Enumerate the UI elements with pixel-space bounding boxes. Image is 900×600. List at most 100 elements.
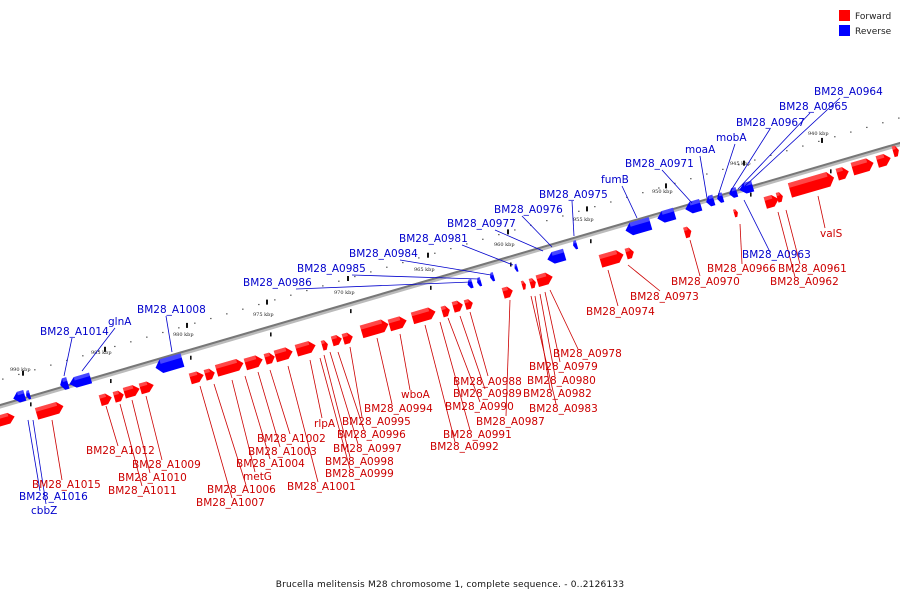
gene-label[interactable]: rlpA [314, 418, 336, 430]
gene-label[interactable]: BM28_A0965 [779, 101, 848, 113]
gene-arrow[interactable] [656, 207, 677, 225]
gene-label[interactable]: BM28_A0985 [297, 263, 366, 275]
gene-label[interactable]: BM28_A1015 [32, 479, 101, 491]
gene-arrow[interactable] [34, 400, 65, 420]
gene-label[interactable]: BM28_A0962 [770, 276, 839, 288]
gene-arrow[interactable] [0, 411, 16, 427]
gene-arrow[interactable] [294, 339, 318, 357]
gene-label[interactable]: BM28_A1012 [86, 445, 155, 457]
gene-label[interactable]: moaA [685, 144, 716, 156]
gene-label[interactable]: BM28_A0995 [342, 416, 411, 428]
gene-label[interactable]: BM28_A0980 [527, 375, 596, 387]
gene-label[interactable]: BM28_A0992 [430, 441, 499, 453]
gene-arrow[interactable] [122, 383, 141, 399]
gene-label[interactable]: BM28_A0967 [736, 117, 805, 129]
gene-arrow[interactable] [273, 346, 295, 363]
gene-arrow[interactable] [12, 390, 27, 404]
gene-arrow[interactable] [359, 318, 391, 339]
gene-arrow[interactable] [875, 152, 893, 168]
gene-arrow[interactable] [112, 389, 126, 403]
gene-arrow[interactable] [243, 354, 265, 371]
gene-arrow[interactable] [214, 357, 245, 377]
gene-arrow[interactable] [68, 372, 93, 390]
gene-label[interactable]: BM28_A0970 [671, 276, 740, 288]
gene-arrow[interactable] [520, 280, 527, 290]
gene-label[interactable]: BM28_A0963 [742, 249, 811, 261]
gene-arrow[interactable] [738, 180, 755, 195]
gene-label[interactable]: BM28_A0964 [814, 86, 883, 98]
gene-arrow[interactable] [683, 226, 693, 239]
gene-arrow[interactable] [451, 299, 465, 313]
gene-arrow[interactable] [203, 367, 217, 381]
gene-label[interactable]: BM28_A0986 [243, 277, 312, 289]
gene-label[interactable]: BM28_A1006 [207, 484, 276, 496]
gene-label[interactable]: valS [820, 228, 843, 240]
gene-arrow[interactable] [775, 191, 785, 203]
gene-arrow[interactable] [684, 199, 703, 215]
gene-label[interactable]: BM28_A1004 [236, 458, 305, 470]
gene-arrow[interactable] [387, 315, 409, 332]
gene-arrow[interactable] [320, 339, 330, 351]
gene-arrow[interactable] [341, 331, 355, 345]
gene-label[interactable]: BM28_A0998 [325, 456, 394, 468]
gene-label[interactable]: mobA [716, 132, 747, 144]
gene-label[interactable]: BM28_A0973 [630, 291, 699, 303]
gene-label[interactable]: BM28_A0987 [476, 416, 545, 428]
gene-arrow[interactable] [546, 248, 567, 266]
gene-label[interactable]: wboA [401, 389, 431, 401]
gene-label[interactable]: glnA [108, 316, 132, 328]
gene-arrow[interactable] [489, 272, 496, 282]
gene-label[interactable]: BM28_A0978 [553, 348, 622, 360]
gene-arrow[interactable] [476, 277, 483, 287]
gene-arrow[interactable] [624, 247, 636, 260]
gene-label[interactable]: BM28_A0983 [529, 403, 598, 415]
gene-arrow[interactable] [572, 240, 579, 250]
gene-arrow[interactable] [410, 306, 437, 325]
gene-label[interactable]: BM28_A1014 [40, 326, 109, 338]
gene-arrow[interactable] [466, 278, 474, 289]
gene-arrow[interactable] [58, 377, 70, 391]
gene-label[interactable]: BM28_A0974 [586, 306, 655, 318]
gene-label[interactable]: BM28_A1003 [248, 446, 317, 458]
gene-arrow[interactable] [835, 166, 851, 181]
gene-label[interactable]: BM28_A0966 [707, 263, 776, 275]
gene-label[interactable]: BM28_A0981 [399, 233, 468, 245]
gene-label[interactable]: BM28_A0977 [447, 218, 516, 230]
gene-label[interactable]: BM28_A1001 [287, 481, 356, 493]
gene-label[interactable]: BM28_A1010 [118, 472, 187, 484]
gene-label[interactable]: cbbZ [31, 505, 57, 517]
gene-arrow[interactable] [716, 192, 725, 203]
gene-arrow[interactable] [624, 217, 653, 237]
gene-arrow[interactable] [330, 334, 343, 347]
gene-label[interactable]: BM28_A0990 [445, 401, 514, 413]
gene-label[interactable]: BM28_A0994 [364, 403, 433, 415]
gene-arrow[interactable] [705, 194, 716, 208]
gene-arrow[interactable] [440, 305, 452, 318]
gene-arrow[interactable] [98, 392, 114, 406]
gene-label[interactable]: BM28_A0997 [333, 443, 402, 455]
gene-arrow[interactable] [528, 277, 538, 289]
gene-label[interactable]: BM28_A0976 [494, 204, 563, 216]
gene-arrow[interactable] [138, 380, 156, 395]
gene-arrow[interactable] [513, 263, 519, 273]
gene-label[interactable]: BM28_A0991 [443, 429, 512, 441]
gene-arrow[interactable] [732, 209, 739, 218]
gene-arrow[interactable] [598, 248, 626, 268]
gene-label[interactable]: BM28_A0979 [529, 361, 598, 373]
gene-arrow[interactable] [188, 370, 206, 385]
gene-label[interactable]: BM28_A0988 [453, 376, 522, 388]
gene-label[interactable]: BM28_A0961 [778, 263, 847, 275]
gene-arrow[interactable] [154, 353, 185, 374]
gene-arrow[interactable] [763, 193, 781, 209]
gene-label[interactable]: BM28_A0982 [523, 388, 592, 400]
gene-label[interactable]: fumB [601, 174, 629, 186]
gene-arrow[interactable] [535, 271, 555, 287]
gene-label[interactable]: BM28_A0975 [539, 189, 608, 201]
gene-label[interactable]: BM28_A1008 [137, 304, 206, 316]
gene-label[interactable]: BM28_A1007 [196, 497, 265, 509]
gene-arrow[interactable] [263, 351, 277, 365]
gene-label[interactable]: BM28_A1011 [108, 485, 177, 497]
gene-label[interactable]: metG [243, 471, 272, 483]
gene-arrow[interactable] [891, 145, 900, 158]
gene-label[interactable]: BM28_A1009 [132, 459, 201, 471]
